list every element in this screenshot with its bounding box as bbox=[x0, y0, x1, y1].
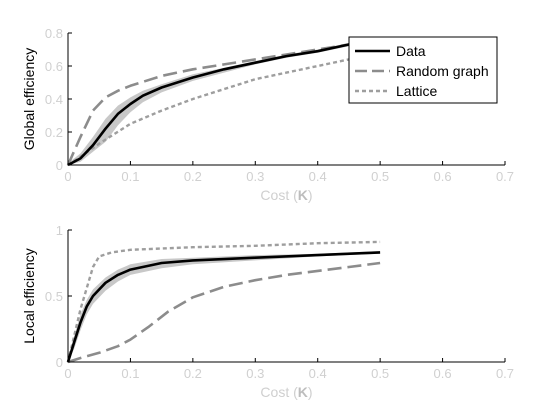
legend-label-lattice: Lattice bbox=[396, 83, 437, 99]
y-tick-label: 0.5 bbox=[45, 289, 63, 304]
x-tick-label: 0.4 bbox=[309, 169, 327, 184]
x-tick-label: 0.5 bbox=[371, 169, 389, 184]
xlabel-prefix: Cost ( bbox=[260, 187, 298, 203]
xlabel-suffix: ) bbox=[308, 187, 313, 203]
x-tick-label: 0.7 bbox=[496, 366, 514, 381]
legend-entry-data: Data bbox=[355, 43, 426, 59]
y-tick-label: 1 bbox=[56, 223, 63, 238]
local-efficiency-marks bbox=[66, 240, 381, 364]
xlabel-suffix: ) bbox=[308, 384, 313, 400]
y-tick-label: 0 bbox=[56, 355, 63, 370]
x-tick-label: 0.6 bbox=[434, 169, 452, 184]
legend-entry-lattice: Lattice bbox=[355, 83, 437, 99]
x-tick-label: 0.5 bbox=[371, 366, 389, 381]
x-tick-label: 0.7 bbox=[496, 169, 514, 184]
global-efficiency-ylabel: Global efficiency bbox=[21, 48, 37, 150]
local-efficiency-panel: 0 0.1 0.2 0.3 0.4 0.5 0.6 0.7 0 0.5 1 Cost (K) Loc… bbox=[21, 223, 514, 400]
xlabel-emph: K bbox=[298, 384, 308, 400]
xlabel-emph: K bbox=[298, 187, 308, 203]
x-tick-label: 0.3 bbox=[246, 169, 264, 184]
y-tick-label: 0 bbox=[56, 158, 63, 173]
global-efficiency-marks bbox=[66, 39, 381, 167]
series-lattice-line bbox=[67, 51, 381, 167]
local-efficiency-axes bbox=[67, 230, 505, 363]
series-data-band bbox=[68, 39, 381, 165]
legend-label-random-graph: Random graph bbox=[396, 63, 489, 79]
x-tick-label: 0.6 bbox=[434, 366, 452, 381]
local-efficiency-xlabel: Cost (K) bbox=[260, 384, 312, 400]
x-tick-label: 0 bbox=[64, 366, 71, 381]
global-efficiency-xlabel: Cost (K) bbox=[260, 187, 312, 203]
x-tick-label: 0.1 bbox=[121, 366, 139, 381]
x-tick-label: 0.4 bbox=[309, 366, 327, 381]
global-efficiency-panel: 0 0.1 0.2 0.3 0.4 0.5 0.6 0.7 0 0.2 0.4 0.6 0.8 Cost… bbox=[21, 26, 514, 203]
x-tick-label: 0.2 bbox=[184, 169, 202, 184]
series-random-graph-line bbox=[67, 261, 381, 364]
series-data-line bbox=[66, 251, 381, 363]
x-tick-label: 0.2 bbox=[184, 366, 202, 381]
legend-entry-random-graph: Random graph bbox=[355, 63, 489, 79]
y-tick-label: 0.2 bbox=[45, 125, 63, 140]
local-efficiency-ticks: 0 0.1 0.2 0.3 0.4 0.5 0.6 0.7 0 0.5 1 bbox=[45, 223, 514, 381]
legend: Data Random graph Lattice bbox=[348, 36, 498, 104]
y-tick-label: 0.8 bbox=[45, 26, 63, 41]
xlabel-prefix: Cost ( bbox=[260, 384, 298, 400]
y-tick-label: 0.6 bbox=[45, 59, 63, 74]
series-lattice-line bbox=[66, 240, 381, 363]
legend-label-data: Data bbox=[396, 43, 426, 59]
global-efficiency-ticks: 0 0.1 0.2 0.3 0.4 0.5 0.6 0.7 0 0.2 0.4 0.6 0.8 bbox=[45, 26, 514, 184]
y-tick-label: 0.4 bbox=[45, 92, 63, 107]
series-data-line bbox=[67, 40, 381, 167]
local-efficiency-ylabel: Local efficiency bbox=[21, 248, 37, 343]
x-tick-label: 0.3 bbox=[246, 366, 264, 381]
x-tick-label: 0 bbox=[64, 169, 71, 184]
x-tick-label: 0.1 bbox=[121, 169, 139, 184]
series-random-graph-line bbox=[66, 40, 381, 166]
